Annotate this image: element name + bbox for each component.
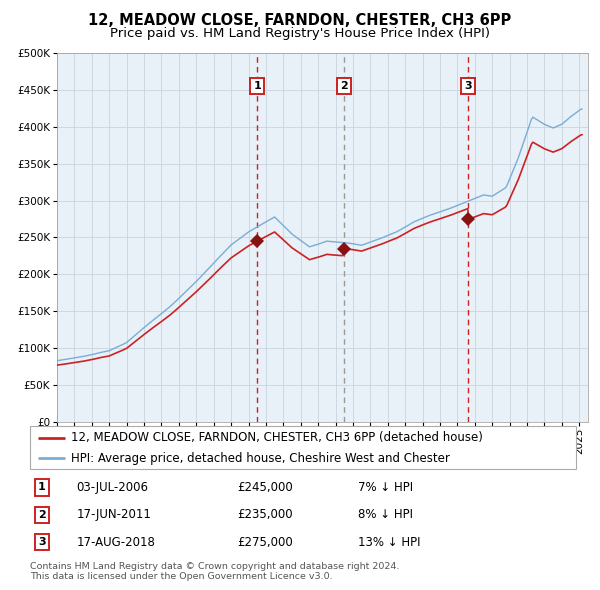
Text: 13% ↓ HPI: 13% ↓ HPI xyxy=(358,536,420,549)
Text: 2: 2 xyxy=(340,81,347,91)
Text: £275,000: £275,000 xyxy=(238,536,293,549)
Text: Contains HM Land Registry data © Crown copyright and database right 2024.
This d: Contains HM Land Registry data © Crown c… xyxy=(30,562,400,581)
Text: 3: 3 xyxy=(464,81,472,91)
Text: 1: 1 xyxy=(253,81,261,91)
Text: 03-JUL-2006: 03-JUL-2006 xyxy=(76,481,148,494)
Text: 8% ↓ HPI: 8% ↓ HPI xyxy=(358,508,413,522)
Text: £235,000: £235,000 xyxy=(238,508,293,522)
Text: Price paid vs. HM Land Registry's House Price Index (HPI): Price paid vs. HM Land Registry's House … xyxy=(110,27,490,40)
Text: 17-JUN-2011: 17-JUN-2011 xyxy=(76,508,151,522)
Text: 3: 3 xyxy=(38,537,46,547)
Text: 17-AUG-2018: 17-AUG-2018 xyxy=(76,536,155,549)
Text: 12, MEADOW CLOSE, FARNDON, CHESTER, CH3 6PP (detached house): 12, MEADOW CLOSE, FARNDON, CHESTER, CH3 … xyxy=(71,431,483,444)
Text: 2: 2 xyxy=(38,510,46,520)
Text: HPI: Average price, detached house, Cheshire West and Chester: HPI: Average price, detached house, Ches… xyxy=(71,452,450,465)
Text: £245,000: £245,000 xyxy=(238,481,293,494)
Text: 12, MEADOW CLOSE, FARNDON, CHESTER, CH3 6PP: 12, MEADOW CLOSE, FARNDON, CHESTER, CH3 … xyxy=(88,13,512,28)
Text: 7% ↓ HPI: 7% ↓ HPI xyxy=(358,481,413,494)
Text: 1: 1 xyxy=(38,483,46,493)
